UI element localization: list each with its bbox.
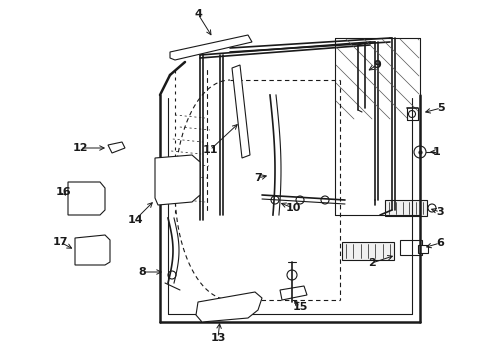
Text: 15: 15 bbox=[293, 302, 308, 312]
Text: 3: 3 bbox=[436, 207, 444, 217]
Text: 4: 4 bbox=[194, 9, 202, 19]
Text: 1: 1 bbox=[433, 147, 441, 157]
Text: 13: 13 bbox=[210, 333, 226, 343]
Polygon shape bbox=[108, 142, 125, 153]
Polygon shape bbox=[75, 235, 110, 265]
Polygon shape bbox=[196, 292, 262, 322]
Text: 9: 9 bbox=[373, 60, 381, 70]
Bar bbox=[342, 242, 394, 260]
Text: 5: 5 bbox=[437, 103, 445, 113]
Text: 7: 7 bbox=[254, 173, 262, 183]
Text: 6: 6 bbox=[436, 238, 444, 248]
Polygon shape bbox=[155, 155, 200, 205]
Bar bbox=[385, 200, 427, 216]
Text: 2: 2 bbox=[368, 258, 376, 268]
Text: 17: 17 bbox=[52, 237, 68, 247]
Polygon shape bbox=[68, 182, 105, 215]
Text: 11: 11 bbox=[202, 145, 218, 155]
Text: 14: 14 bbox=[127, 215, 143, 225]
Bar bbox=[400, 240, 422, 255]
Polygon shape bbox=[170, 35, 252, 60]
Bar bbox=[80, 252, 102, 260]
Text: 12: 12 bbox=[72, 143, 88, 153]
Text: 16: 16 bbox=[55, 187, 71, 197]
Bar bbox=[418, 245, 428, 253]
Text: 8: 8 bbox=[138, 267, 146, 277]
Polygon shape bbox=[232, 65, 250, 158]
Polygon shape bbox=[280, 286, 307, 300]
Text: 10: 10 bbox=[285, 203, 301, 213]
